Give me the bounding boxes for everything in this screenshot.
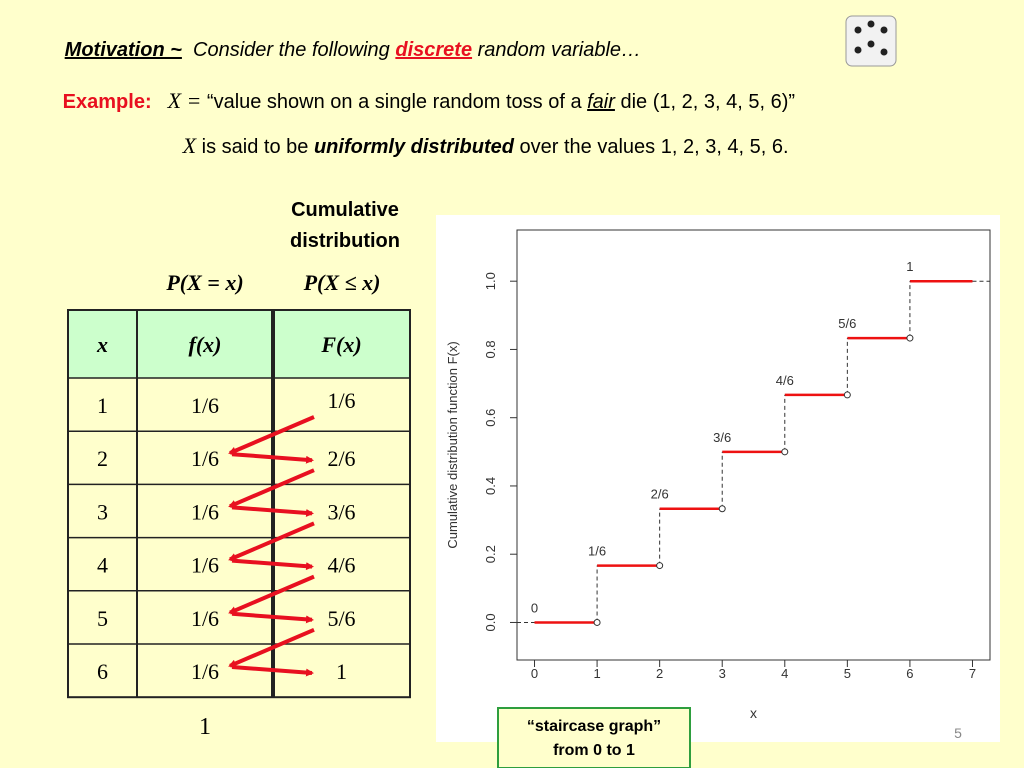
value-label: 1 bbox=[906, 259, 913, 274]
x-tick-label: 1 bbox=[593, 666, 600, 681]
cell: 1/6 bbox=[191, 393, 219, 418]
y-tick-label: 0.0 bbox=[483, 613, 498, 631]
fair: fair bbox=[587, 91, 616, 113]
cell: 1 bbox=[97, 393, 108, 418]
cell: 3/6 bbox=[327, 499, 355, 524]
cell: 1 bbox=[336, 659, 347, 684]
x-tick-label: 0 bbox=[531, 666, 538, 681]
arrow bbox=[231, 505, 314, 517]
open-point bbox=[781, 448, 789, 456]
dice-icon bbox=[845, 15, 897, 67]
value-label: 4/6 bbox=[776, 373, 794, 388]
note: from 0 to 1 bbox=[553, 742, 635, 759]
consider: Consider the following bbox=[182, 39, 395, 61]
x-tick-label: 5 bbox=[844, 666, 851, 681]
x-tick-label: 4 bbox=[781, 666, 788, 681]
random-variable: random variable… bbox=[472, 39, 641, 61]
x-tick-label: 7 bbox=[969, 666, 976, 681]
value-label: 3/6 bbox=[713, 430, 731, 445]
value-label: 2/6 bbox=[651, 487, 669, 502]
over: over the values 1, 2, 3, 4, 5, 6. bbox=[514, 136, 789, 158]
quote-end: die (1, 2, 3, 4, 5, 6)” bbox=[615, 91, 795, 113]
uniform-line: X is said to be uniformly distributed ov… bbox=[166, 133, 800, 158]
pmf-label: P(X = x) bbox=[165, 270, 243, 295]
discrete: discrete bbox=[395, 39, 472, 61]
cell: 5 bbox=[97, 606, 108, 631]
arrow bbox=[231, 558, 314, 571]
motivation: Motivation ~ bbox=[65, 39, 183, 61]
sum-label: 1 bbox=[199, 714, 211, 740]
said: is said to be bbox=[196, 136, 314, 158]
arrow bbox=[228, 627, 315, 668]
plot-frame bbox=[516, 229, 991, 661]
table: x f(x) F(x) 1 1/6 1/6 2 1/6 2/6 3 1/6 3/6 4 1/6 4/6 5 1/… bbox=[67, 309, 411, 699]
example: Example: bbox=[63, 91, 152, 113]
arrow bbox=[228, 574, 315, 615]
y-tick-label: 0.4 bbox=[483, 477, 498, 495]
cell: 4 bbox=[97, 553, 108, 578]
header-row bbox=[68, 310, 410, 378]
header-cell: x bbox=[96, 332, 108, 357]
cell: 1/6 bbox=[191, 446, 219, 471]
quote-start: “value shown on a single random toss of … bbox=[207, 91, 587, 113]
value-label: 5/6 bbox=[838, 316, 856, 331]
y-axis-title: Cumulative distribution function F(x) bbox=[445, 341, 460, 548]
cell: 1/6 bbox=[191, 659, 219, 684]
x-axis-title: x bbox=[750, 705, 757, 721]
y-tick-label: 0.6 bbox=[483, 409, 498, 427]
chart-panel bbox=[436, 215, 1000, 742]
x-symbol: X bbox=[182, 133, 198, 158]
cell: 2 bbox=[97, 446, 108, 471]
cell: 1/6 bbox=[191, 606, 219, 631]
header-cell: F(x) bbox=[320, 332, 361, 357]
arrow bbox=[231, 611, 314, 624]
x-tick-label: 6 bbox=[906, 666, 913, 681]
y-tick-label: 1.0 bbox=[483, 272, 498, 290]
open-point bbox=[593, 618, 601, 626]
uniform: uniformly distributed bbox=[314, 136, 515, 158]
header-cell: f(x) bbox=[189, 332, 222, 357]
cell: 1/6 bbox=[191, 553, 219, 578]
cell: 1/6 bbox=[327, 388, 355, 413]
x-tick-label: 2 bbox=[656, 666, 663, 681]
arrow bbox=[228, 468, 315, 509]
open-point bbox=[718, 505, 726, 513]
cell: 2/6 bbox=[327, 446, 355, 471]
example-line: Example: X = “value shown on a single ran… bbox=[46, 88, 806, 113]
y-tick-label: 0.2 bbox=[483, 545, 498, 563]
title-line: Motivation ~ Consider the following disc… bbox=[48, 39, 652, 61]
cell: 4/6 bbox=[327, 553, 355, 578]
value-label: 0 bbox=[531, 600, 538, 615]
cell: 3 bbox=[97, 499, 108, 524]
cell: 5/6 bbox=[327, 606, 355, 631]
x-tick-label: 3 bbox=[719, 666, 726, 681]
arrow bbox=[228, 415, 315, 455]
note: “staircase graph” bbox=[527, 718, 661, 735]
open-point bbox=[656, 562, 664, 570]
cell: 1/6 bbox=[191, 499, 219, 524]
open-point bbox=[843, 391, 851, 399]
note-box bbox=[497, 707, 691, 768]
x-equals: X = bbox=[167, 88, 207, 113]
cumulative-label: distribution bbox=[290, 230, 400, 252]
y-tick-label: 0.8 bbox=[483, 340, 498, 358]
cell: 6 bbox=[97, 659, 108, 684]
open-point bbox=[906, 334, 914, 342]
arrow bbox=[231, 665, 314, 677]
arrow bbox=[228, 521, 315, 562]
chart: 0 1 2 3 4 5 6 7 0.0 0.2 0.4 0.6 0.8 1.0 x Cumulative di… bbox=[445, 259, 990, 721]
arrow bbox=[231, 452, 314, 464]
value-label: 1/6 bbox=[588, 544, 606, 559]
page-number: 5 bbox=[954, 725, 962, 741]
cumulative-label: Cumulative bbox=[291, 199, 399, 221]
cdf-label: P(X ≤ x) bbox=[303, 270, 381, 295]
